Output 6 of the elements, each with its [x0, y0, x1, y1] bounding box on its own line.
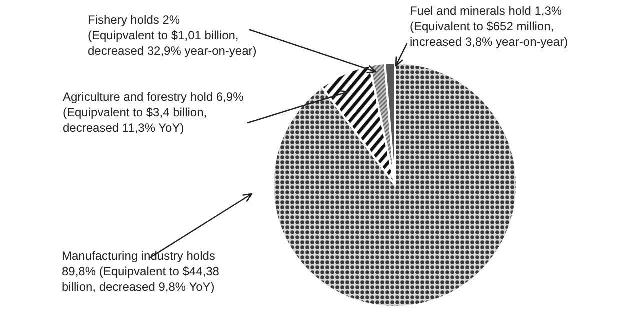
slice-label: Agriculture and forestry hold 6,9% (Equipvalent to $3,4 billion, decreased 11,3% YoY) [63, 90, 244, 135]
pie-slice [321, 64, 396, 186]
slice-label: Manufacturing industry holds 89,8% (Equipvalent to $44,38 billion, decreased 9,8% YoY) [62, 249, 220, 294]
pie-slice [272, 62, 518, 308]
slice-label: Fishery holds 2% (Equipvalent to $1,01 billion, decreased 32,9% year-on-year) [88, 13, 257, 58]
slice-label: Fuel and minerals hold 1,3% (Equivalent to $652 million, increased 3,8% year-on-year) [410, 4, 568, 49]
